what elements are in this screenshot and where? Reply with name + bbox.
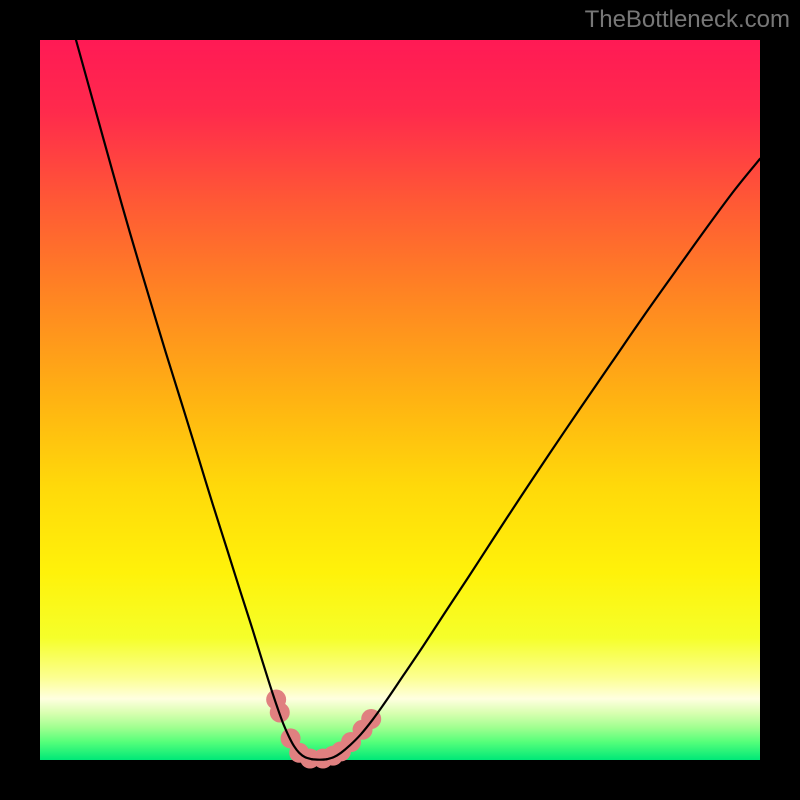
- plot-background: [40, 40, 760, 760]
- watermark-text: TheBottleneck.com: [585, 6, 790, 34]
- chart-svg: [0, 0, 800, 800]
